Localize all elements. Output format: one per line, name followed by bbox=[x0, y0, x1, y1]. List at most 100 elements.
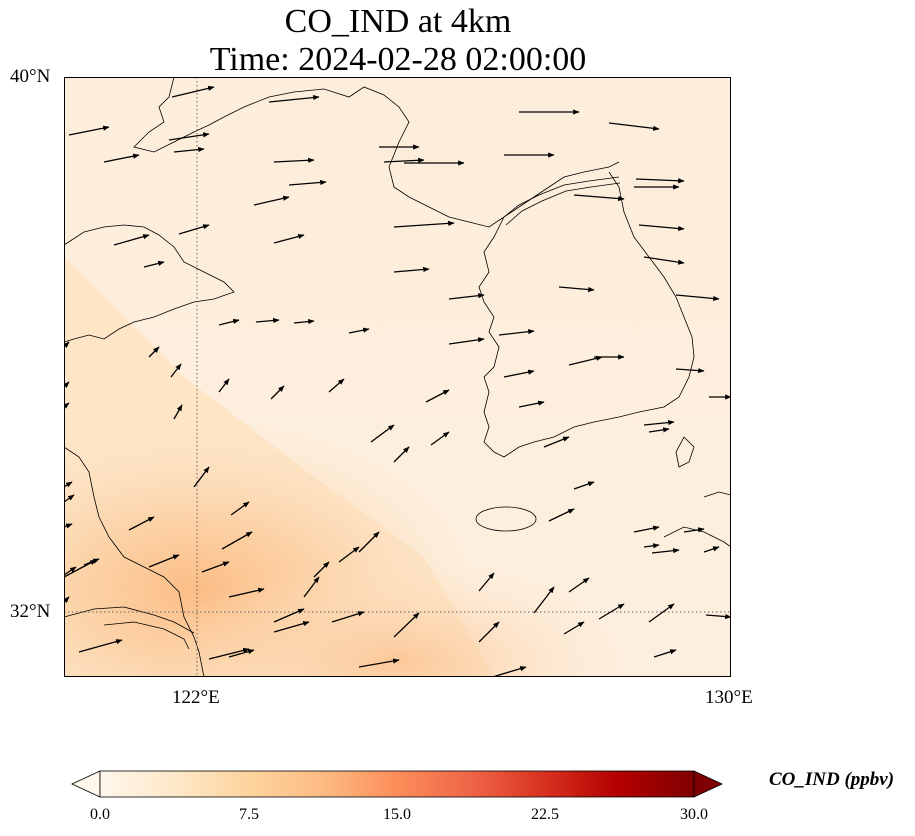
wind-arrow bbox=[168, 132, 210, 141]
wind-arrow bbox=[63, 566, 77, 576]
wind-arrow bbox=[338, 546, 360, 563]
wind-arrow bbox=[573, 194, 625, 202]
wind-arrow bbox=[393, 220, 455, 228]
wind-arrow bbox=[648, 427, 670, 433]
wind-arrow bbox=[218, 378, 230, 393]
wind-arrow bbox=[270, 385, 285, 400]
wind-arrow bbox=[683, 527, 705, 533]
wind-arrow bbox=[358, 658, 400, 668]
colorbar-extend-max bbox=[693, 770, 723, 798]
wind-arrow bbox=[63, 523, 73, 529]
wind-arrow bbox=[273, 233, 305, 244]
wind-arrow bbox=[608, 122, 660, 131]
colorbar-tick-4: 30.0 bbox=[680, 806, 708, 823]
wind-arrow bbox=[173, 404, 183, 420]
wind-arrow bbox=[143, 260, 165, 268]
wind-arrow bbox=[558, 286, 595, 293]
wind-arrow bbox=[170, 363, 182, 378]
map-title: CO_IND at 4km bbox=[284, 3, 512, 40]
colorbar bbox=[71, 770, 723, 798]
wind-arrow bbox=[503, 369, 535, 378]
colorbar-tick-2: 15.0 bbox=[383, 806, 411, 823]
wind-arrow bbox=[633, 525, 660, 533]
wind-arrow bbox=[573, 481, 595, 490]
wind-arrow bbox=[255, 317, 280, 324]
wind-arrow bbox=[103, 153, 140, 163]
wind-arrow bbox=[478, 621, 500, 643]
wind-arrow bbox=[548, 508, 575, 522]
wind-arrow bbox=[533, 586, 555, 614]
wind-arrow bbox=[63, 481, 73, 488]
wind-arrow bbox=[651, 548, 680, 554]
wind-arrow bbox=[393, 612, 420, 638]
wind-arrow bbox=[63, 494, 75, 503]
wind-arrow bbox=[430, 431, 450, 446]
wind-arrow bbox=[358, 531, 380, 553]
wind-vectors bbox=[62, 85, 732, 679]
wind-arrow bbox=[313, 561, 330, 578]
wind-arrow bbox=[128, 516, 155, 531]
wind-arrow bbox=[498, 329, 535, 336]
wind-arrow bbox=[328, 378, 345, 393]
wind-arrow bbox=[230, 501, 250, 516]
wind-arrow bbox=[518, 400, 545, 408]
wind-arrow bbox=[193, 466, 210, 488]
wind-arrow bbox=[173, 146, 205, 153]
wind-arrow bbox=[148, 346, 160, 358]
colorbar-gradient bbox=[99, 770, 695, 798]
wind-arrow bbox=[221, 531, 253, 550]
wind-arrow bbox=[253, 195, 290, 206]
colorbar-tick-0: 0.0 bbox=[90, 806, 110, 823]
wind-arrow bbox=[268, 94, 320, 103]
wind-arrow bbox=[171, 85, 215, 98]
lon-label-130: 130°E bbox=[705, 687, 753, 708]
lat-label-40: 40°N bbox=[10, 66, 51, 87]
wind-arrow bbox=[218, 318, 240, 326]
wind-arrow bbox=[643, 543, 660, 549]
wind-arrow bbox=[568, 355, 603, 366]
wind-arrow bbox=[568, 577, 590, 593]
wind-arrow bbox=[448, 293, 485, 300]
plume-south bbox=[64, 377, 731, 677]
wind-arrow bbox=[273, 157, 315, 163]
wind-arrow bbox=[648, 603, 675, 623]
wind-arrow bbox=[331, 611, 365, 623]
wind-arrow bbox=[68, 125, 110, 136]
wind-arrow bbox=[383, 157, 425, 163]
wind-arrow bbox=[370, 424, 395, 443]
wind-arrow bbox=[393, 446, 410, 463]
colorbar-tick-3: 22.5 bbox=[531, 806, 559, 823]
wind-arrow bbox=[543, 436, 570, 448]
wind-arrow bbox=[635, 178, 685, 184]
wind-arrow bbox=[705, 613, 732, 620]
wind-arrow bbox=[478, 572, 495, 592]
gridlines bbox=[64, 77, 731, 677]
wind-arrow bbox=[178, 224, 210, 235]
coastlines bbox=[63, 76, 732, 678]
wind-arrow bbox=[201, 561, 230, 573]
wind-arrow bbox=[273, 608, 305, 623]
wind-arrow bbox=[643, 256, 685, 265]
wind-arrow bbox=[563, 621, 585, 635]
wind-arrow bbox=[638, 224, 685, 232]
wind-arrow bbox=[448, 337, 485, 345]
wind-arrow bbox=[113, 234, 150, 246]
lon-label-122: 122°E bbox=[172, 687, 220, 708]
wind-arrow bbox=[393, 266, 430, 273]
wind-arrow bbox=[78, 639, 123, 653]
wind-arrow bbox=[148, 554, 180, 568]
colorbar-extend-min bbox=[71, 770, 101, 798]
map-frame bbox=[64, 77, 731, 677]
lat-label-32: 32°N bbox=[10, 601, 51, 622]
wind-arrow bbox=[653, 649, 677, 658]
wind-arrow bbox=[228, 587, 265, 598]
wind-arrow bbox=[348, 327, 370, 334]
wind-arrow bbox=[273, 621, 310, 633]
wind-arrow bbox=[675, 294, 720, 302]
wind-arrow bbox=[598, 603, 625, 620]
map-canvas bbox=[62, 76, 732, 679]
wind-arrow bbox=[83, 558, 100, 566]
map-timestamp: Time: 2024-02-28 02:00:00 bbox=[209, 41, 587, 78]
wind-arrow bbox=[643, 419, 675, 426]
wind-arrow bbox=[425, 389, 450, 403]
